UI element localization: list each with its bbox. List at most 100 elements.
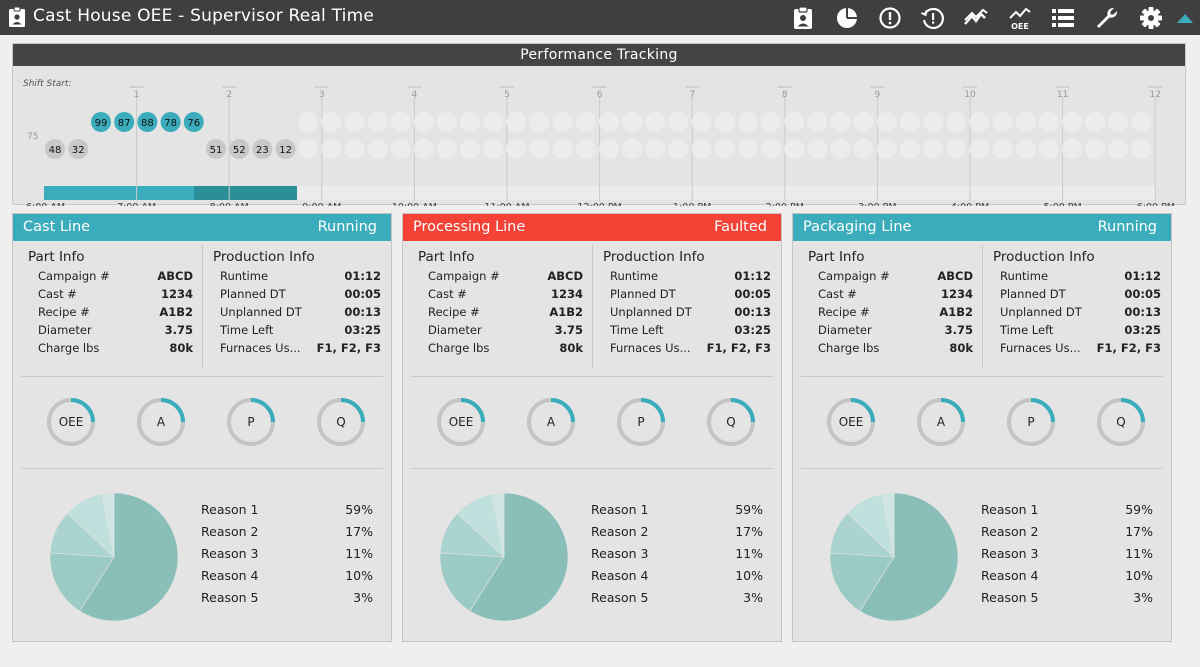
shift-progress-bar — [44, 186, 194, 200]
gauge-q[interactable]: Q — [706, 397, 756, 447]
part-info-value: 1234 — [550, 287, 583, 301]
gauge-fill — [137, 398, 185, 446]
y-axis-marker: 75 — [27, 132, 38, 142]
performance-value: 51 — [210, 145, 223, 156]
gauge-oee[interactable]: OEE — [826, 397, 876, 447]
gauge-q[interactable]: Q — [1096, 397, 1146, 447]
history-alert-icon[interactable] — [920, 5, 946, 31]
part-info-value: 80k — [949, 341, 973, 355]
pie-chart-icon[interactable] — [834, 5, 860, 31]
time-label: 5:00 PM — [1043, 202, 1081, 206]
line-status: Running — [1097, 219, 1157, 235]
empty-slot-circle — [853, 112, 874, 132]
line-status: Running — [317, 219, 377, 235]
part-info-title: Part Info — [808, 249, 865, 265]
pie-slice-2 — [829, 552, 895, 612]
line-header[interactable]: Cast Line Running — [13, 214, 391, 241]
production-info-label: Runtime — [1000, 269, 1049, 283]
collapse-up-icon[interactable] — [1172, 5, 1198, 31]
part-info-label: Charge lbs — [428, 341, 490, 355]
empty-slot-circle — [483, 112, 504, 132]
reason-row: Reason 3 11% — [981, 546, 1153, 564]
empty-slot-circle — [460, 139, 481, 159]
empty-slot-circle — [1061, 112, 1082, 132]
gauge-label: OEE — [58, 415, 84, 429]
empty-slot-circle — [992, 139, 1013, 159]
downtime-reasons-pie[interactable] — [829, 492, 959, 622]
alert-circle-icon[interactable] — [877, 5, 903, 31]
part-info-value: ABCD — [547, 269, 583, 283]
section-divider — [982, 245, 983, 368]
empty-slot-circle — [321, 112, 342, 132]
downtime-reasons-pie[interactable] — [439, 492, 569, 622]
line-header[interactable]: Packaging Line Running — [793, 214, 1171, 241]
production-info-value: F1, F2, F3 — [316, 341, 381, 355]
part-info-row: Charge lbs 80k — [818, 341, 973, 357]
gauge-q[interactable]: Q — [316, 397, 366, 447]
production-info-label: Unplanned DT — [1000, 305, 1082, 319]
performance-value: 23 — [256, 145, 269, 156]
gauge-p[interactable]: P — [226, 397, 276, 447]
gauge-p[interactable]: P — [616, 397, 666, 447]
part-info-row: Diameter 3.75 — [428, 323, 583, 339]
reason-row: Reason 3 11% — [591, 546, 763, 564]
empty-slot-circle — [830, 139, 851, 159]
reason-value: 59% — [735, 502, 763, 517]
part-info-title: Part Info — [28, 249, 85, 265]
trend-icon[interactable] — [963, 5, 989, 31]
empty-slot-circle — [645, 139, 666, 159]
empty-slot-circle — [1015, 139, 1036, 159]
gauge-a[interactable]: A — [136, 397, 186, 447]
pie-slice-1 — [79, 492, 179, 622]
empty-slot-circle — [853, 139, 874, 159]
part-info-row: Cast # 1234 — [38, 287, 193, 303]
gauge-fill — [917, 398, 965, 446]
clipboard-badge-icon[interactable] — [790, 5, 816, 31]
performance-circle-low — [229, 139, 250, 159]
reason-row: Reason 5 3% — [981, 590, 1153, 608]
time-label: 3:00 PM — [858, 202, 896, 206]
empty-slot-circle — [1108, 112, 1129, 132]
line-header[interactable]: Processing Line Faulted — [403, 214, 781, 241]
wrench-icon[interactable] — [1094, 5, 1120, 31]
empty-slot-circle — [668, 112, 689, 132]
gauge-p[interactable]: P — [1006, 397, 1056, 447]
production-info-title: Production Info — [603, 249, 705, 265]
empty-slot-circle — [552, 139, 573, 159]
performance-circle-high — [114, 112, 135, 132]
gauge-a[interactable]: A — [916, 397, 966, 447]
downtime-reasons-pie[interactable] — [49, 492, 179, 622]
pie-slice-5 — [491, 492, 505, 558]
production-info-label: Planned DT — [1000, 287, 1066, 301]
reason-row: Reason 4 10% — [981, 568, 1153, 586]
reason-label: Reason 2 — [591, 524, 649, 539]
empty-slot-circle — [390, 139, 411, 159]
empty-slot-circle — [529, 139, 550, 159]
list-view-icon[interactable] — [1050, 5, 1076, 31]
empty-slot-circle — [598, 139, 619, 159]
part-info-label: Campaign # — [428, 269, 500, 283]
production-info-row: Furnaces Us... F1, F2, F3 — [220, 341, 381, 357]
time-label: 8:00 AM — [210, 202, 249, 206]
production-info-label: Unplanned DT — [610, 305, 692, 319]
production-info-label: Time Left — [220, 323, 274, 337]
performance-value: 87 — [118, 118, 131, 129]
empty-slot-circle — [923, 112, 944, 132]
pie-slice-5 — [101, 492, 115, 558]
gauge-oee[interactable]: OEE — [436, 397, 486, 447]
gauge-fill — [1097, 398, 1145, 446]
gauge-oee[interactable]: OEE — [46, 397, 96, 447]
production-info-row: Unplanned DT 00:13 — [220, 305, 381, 321]
reason-row: Reason 1 59% — [591, 502, 763, 520]
shift-start-label: Shift Start: — [23, 79, 72, 89]
production-info-label: Unplanned DT — [220, 305, 302, 319]
empty-slot-circle — [691, 139, 712, 159]
gauge-fill — [617, 398, 665, 446]
gauge-fill — [707, 398, 755, 446]
gauge-a[interactable]: A — [526, 397, 576, 447]
oee-chart-icon[interactable]: OEE — [1007, 5, 1033, 31]
gauge-label: P — [637, 415, 645, 429]
production-info-row: Planned DT 00:05 — [610, 287, 771, 303]
settings-icon[interactable] — [1138, 5, 1164, 31]
gauge-label: A — [546, 415, 556, 429]
